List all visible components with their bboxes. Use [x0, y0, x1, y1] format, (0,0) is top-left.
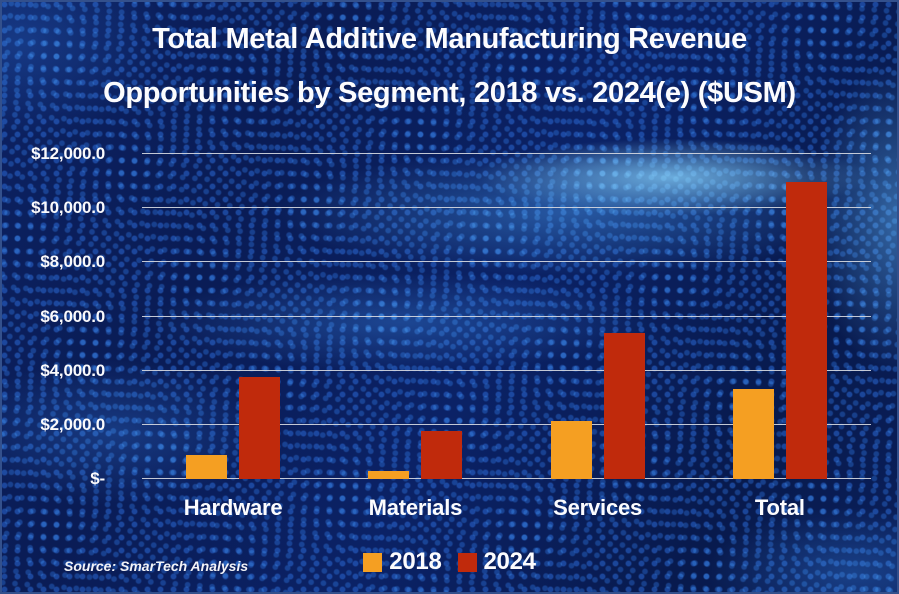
- x-axis-category-label-services: Services: [553, 495, 643, 520]
- gridline: [142, 153, 871, 154]
- gridline: [142, 261, 871, 263]
- bar-2024-total: [785, 182, 827, 479]
- legend-item-2018: 2018: [363, 548, 442, 576]
- bar-2018-services: [550, 420, 592, 479]
- legend-item-2024: 2024: [457, 548, 537, 576]
- x-axis-category-label-materials: Materials: [368, 495, 463, 520]
- y-axis-tick-label: $2,000.0: [40, 414, 105, 434]
- bar-group-total: [689, 154, 871, 479]
- gridline: [142, 315, 871, 317]
- bar-group-services: [507, 154, 689, 479]
- bar-2018-total: [732, 388, 774, 479]
- chart-title-line-1: Total Metal Additive Manufacturing Reven…: [152, 23, 747, 55]
- source-note: Source: SmarTech Analysis: [64, 558, 249, 574]
- chart-title-line-2: Opportunities by Segment, 2018 vs. 2024(…: [103, 77, 796, 109]
- bar-2024-hardware: [239, 376, 281, 479]
- gridline: [142, 423, 871, 425]
- bar-series-container: [142, 154, 871, 479]
- y-axis-tick-label: $4,000.0: [40, 360, 105, 380]
- legend-label-2024: 2024: [483, 548, 537, 575]
- legend-swatch-2024: [457, 552, 477, 572]
- gridline: [142, 207, 871, 209]
- legend: 2018 2024: [2, 548, 897, 576]
- y-axis-tick-label: $8,000.0: [40, 252, 105, 272]
- bar-group-hardware: [142, 154, 324, 479]
- y-axis-tick-label: $10,000.0: [31, 198, 105, 218]
- x-axis-baseline: [142, 478, 871, 479]
- y-axis-tick-label: $-: [90, 469, 105, 488]
- x-axis-category-label-hardware: Hardware: [183, 495, 283, 520]
- bar-2024-materials: [421, 430, 463, 479]
- y-axis-tick-label: $6,000.0: [40, 306, 105, 326]
- bar-2018-materials: [368, 471, 410, 479]
- x-axis-category-label-total: Total: [754, 495, 805, 520]
- legend-label-2018: 2018: [389, 548, 442, 575]
- x-axis-labels: Hardware Materials Services Total: [142, 495, 871, 521]
- bar-group-materials: [324, 154, 506, 479]
- chart-title: Total Metal Additive Manufacturing Reven…: [2, 24, 897, 108]
- y-axis-labels: $- $2,000.0 $4,000.0 $6,000.0 $8,000.0 $10,00…: [2, 144, 105, 488]
- plot-area: [142, 153, 871, 479]
- legend-swatch-2018: [363, 552, 383, 572]
- y-axis-tick-label: $12,000.0: [31, 144, 105, 163]
- bar-2024-services: [603, 333, 645, 479]
- gridline: [142, 369, 871, 371]
- bar-2018-hardware: [186, 454, 228, 479]
